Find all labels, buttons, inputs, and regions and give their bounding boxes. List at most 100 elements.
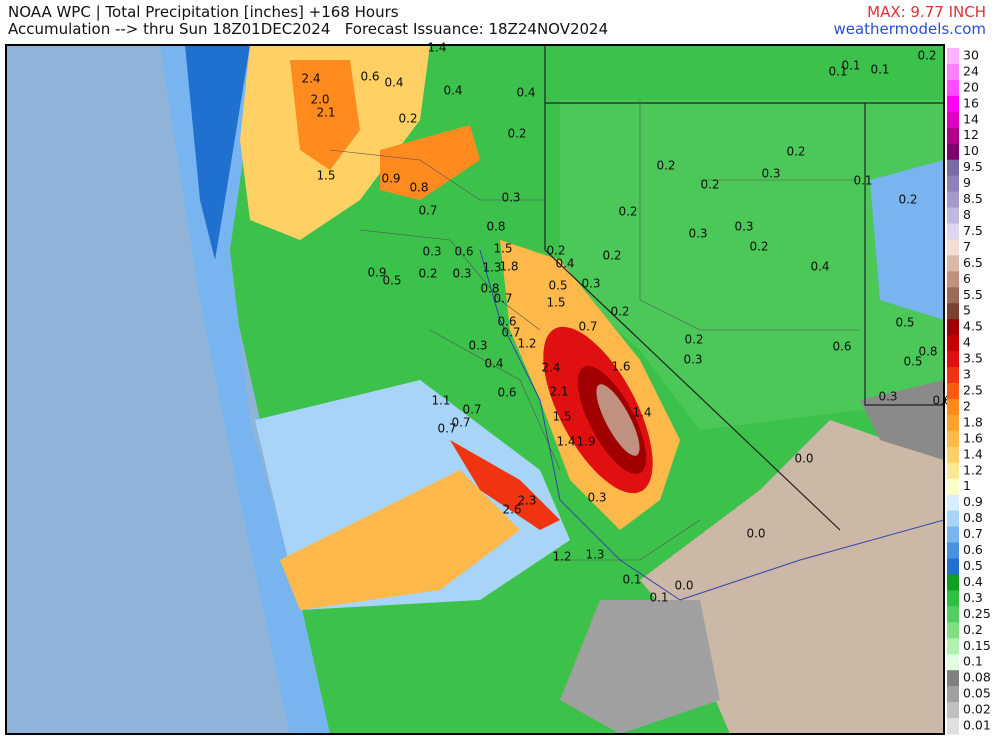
map-label: 1.8 — [499, 260, 518, 274]
legend: 302420161412109.598.587.576.565.554.543.… — [947, 47, 991, 735]
map-label: 0.3 — [501, 191, 520, 205]
site-link: weathermodels.com — [833, 20, 986, 38]
legend-swatch — [947, 175, 959, 193]
legend-swatch — [947, 351, 959, 368]
legend-swatch — [947, 414, 959, 432]
legend-label: 0.15 — [963, 638, 991, 653]
legend-label: 0.6 — [963, 542, 983, 557]
map-label: 1.1 — [431, 394, 450, 408]
legend-swatch — [947, 654, 959, 671]
map-label: 0.2 — [786, 145, 805, 159]
map-label: 0.9 — [381, 172, 400, 186]
map-label: 0.7 — [451, 416, 470, 430]
legend-swatch — [947, 702, 959, 719]
map-labels: 1.42.4 0.6 0.40.4 0.42.02.1 0.20.21.5 0.90.80… — [301, 41, 951, 605]
map-label: 0.3 — [878, 390, 897, 404]
legend-swatch — [947, 542, 959, 560]
map-label: 0.3 — [734, 220, 753, 234]
map-label: 0.5 — [382, 274, 401, 288]
map-label: 0.5 — [895, 316, 914, 330]
map-label: 0.7 — [418, 204, 437, 218]
legend-label: 0.02 — [963, 702, 991, 717]
legend-swatch — [947, 111, 959, 129]
legend-swatch — [947, 430, 959, 448]
map-label: 0.4 — [484, 357, 503, 371]
map-label: 0.2 — [700, 178, 719, 192]
legend-swatch — [947, 590, 959, 607]
map-label: 0.7 — [501, 326, 520, 340]
legend-label: 0.3 — [963, 590, 983, 605]
map-label: 0.8 — [486, 220, 505, 234]
title: NOAA WPC | Total Precipitation [inches] … — [8, 3, 399, 21]
legend-swatch — [947, 558, 959, 575]
legend-label: 0.4 — [963, 574, 983, 589]
legend-label: 0.08 — [963, 670, 991, 685]
legend-label: 10 — [963, 143, 979, 158]
legend-swatch — [947, 143, 959, 161]
map-label: 1.5 — [493, 242, 512, 256]
map-label: 2.4 — [541, 361, 560, 375]
dry-land — [640, 420, 944, 734]
map-label: 0.7 — [578, 320, 597, 334]
map-label: 0.3 — [422, 245, 441, 259]
map-label: 2.0 — [310, 93, 329, 107]
legend-label: 2 — [963, 398, 971, 413]
legend-label: 12 — [963, 127, 979, 142]
map-label: 0.3 — [468, 339, 487, 353]
map-label: 2.1 — [316, 106, 335, 120]
precip-area — [560, 600, 720, 734]
map-label: 0.8 — [918, 345, 937, 359]
map-label: 0.6 — [497, 315, 516, 329]
map-label: 2.3 — [517, 494, 536, 508]
legend-label: 1.6 — [963, 430, 983, 445]
legend-label: 4 — [963, 335, 971, 350]
map-label: 0.8 — [409, 181, 428, 195]
legend-label: 0.01 — [963, 718, 991, 733]
map-label: 0.6 — [832, 340, 851, 354]
legend-swatch — [947, 574, 959, 591]
legend-label: 9 — [963, 175, 971, 190]
legend-swatch — [947, 303, 959, 320]
map-label: 0.2 — [898, 193, 917, 207]
legend-label: 0.7 — [963, 526, 983, 541]
map-label: 0.5 — [903, 355, 922, 369]
map-label: 0.2 — [618, 205, 637, 219]
precip-area — [560, 100, 944, 430]
map-label: 0.4 — [516, 86, 535, 100]
map-label: 1.9 — [576, 435, 595, 449]
legend-label: 2.5 — [963, 383, 983, 398]
map-label: 2.6 — [502, 503, 521, 517]
map-label: 2.1 — [549, 385, 568, 399]
precip-area — [860, 380, 944, 460]
map-label: 2.4 — [301, 72, 320, 86]
map-label: 0.1 — [841, 59, 860, 73]
map-label: 1.2 — [552, 550, 571, 564]
map-label: 0.3 — [688, 227, 707, 241]
legend-label: 8.5 — [963, 191, 983, 206]
map-label: 0.6 — [454, 245, 473, 259]
map-label: 0.4 — [443, 84, 462, 98]
legend-swatch — [947, 159, 959, 177]
map-frame — [5, 44, 945, 735]
legend-swatch — [947, 510, 959, 528]
roads — [479, 249, 944, 601]
map-label: 1.2 — [517, 337, 536, 351]
legend-label: 20 — [963, 79, 979, 94]
map-label: 1.5 — [546, 296, 565, 310]
map-label: 0.3 — [452, 267, 471, 281]
legend-label: 3 — [963, 367, 971, 382]
precip-area — [450, 440, 560, 530]
map-label: 0.2 — [507, 127, 526, 141]
legend-swatch — [947, 446, 959, 464]
legend-label: 1 — [963, 478, 971, 493]
map-label: 0.9 — [367, 266, 386, 280]
legend-swatch — [947, 606, 959, 623]
legend-label: 0.5 — [963, 558, 983, 573]
legend-label: 1.2 — [963, 462, 983, 477]
map-label: 0.2 — [418, 267, 437, 281]
legend-swatch — [947, 367, 959, 384]
county-borders — [329, 100, 860, 561]
map-label: 1.4 — [632, 406, 651, 420]
map-label: 0.6 — [497, 386, 516, 400]
